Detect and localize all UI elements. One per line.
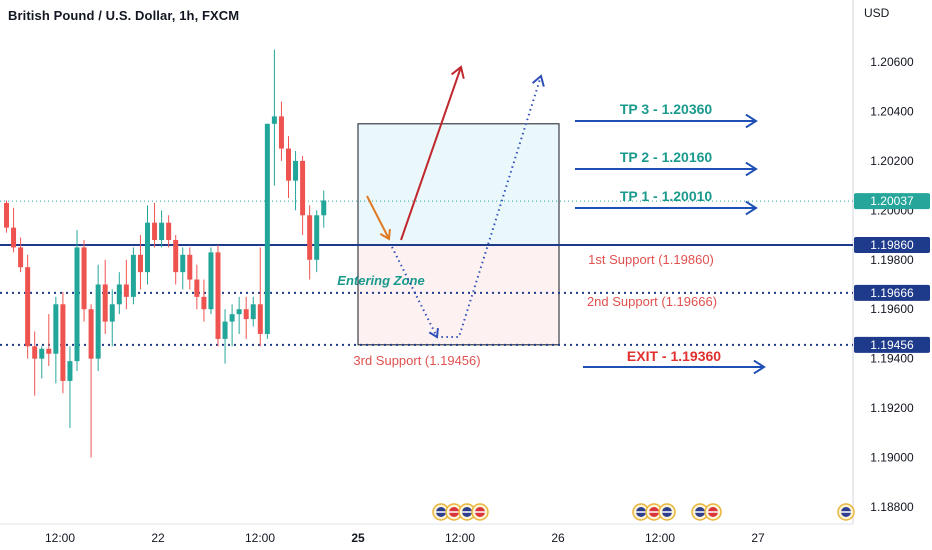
alternative-path-head-top	[531, 74, 545, 87]
candle-body	[88, 309, 94, 359]
price-tick-label: 1.19800	[870, 253, 914, 267]
entering-zone-label: Entering Zone	[337, 273, 424, 288]
price-tick-label: 1.19200	[870, 401, 914, 415]
candle-body	[321, 200, 327, 216]
level-price-tag-label: 1.19666	[870, 286, 914, 300]
price-tick-label: 1.19400	[870, 352, 914, 366]
candle-body	[286, 148, 291, 181]
candle-body	[145, 222, 150, 273]
candle-body	[137, 254, 143, 273]
candle-body	[4, 202, 9, 228]
candle-body	[293, 160, 299, 181]
price-tick-label: 1.19600	[870, 302, 914, 316]
candle-body	[250, 304, 256, 320]
candle-body	[208, 252, 214, 310]
candle-body	[180, 254, 186, 273]
candle-body	[187, 254, 193, 280]
candle-body	[201, 296, 207, 310]
candle-body	[300, 160, 306, 216]
target-label: TP 1 - 1.20010	[620, 188, 713, 204]
level-price-tag	[854, 284, 930, 301]
price-tick-label: 1.18800	[870, 500, 914, 514]
time-tick-label: 12:00	[645, 531, 675, 545]
candle-body	[109, 304, 115, 322]
candle-body	[102, 284, 108, 322]
candle-body	[257, 304, 263, 334]
exit-label: EXIT - 1.19360	[627, 348, 721, 364]
level-price-tag-label: 1.19456	[870, 338, 914, 352]
candle-body	[271, 116, 277, 124]
candle-body	[229, 314, 235, 322]
candle-body	[67, 361, 73, 381]
candle-body	[60, 304, 66, 381]
alternative-path	[391, 75, 542, 338]
support-label: 3rd Support (1.19456)	[353, 353, 480, 368]
candle-body	[278, 116, 284, 149]
target-label: TP 2 - 1.20160	[620, 149, 713, 165]
candle-body	[243, 309, 249, 320]
candle-body	[53, 304, 59, 354]
bullish-target-arrow-head	[450, 65, 465, 79]
current-price-tag-label: 1.20037	[870, 194, 914, 208]
alternative-path-head-low	[428, 327, 439, 339]
target-zone-box	[357, 123, 560, 246]
candle-body	[222, 321, 228, 339]
level-price-tag	[854, 236, 930, 253]
level-price-tag	[854, 336, 930, 353]
candle-body	[130, 254, 136, 297]
candle-body	[314, 215, 320, 260]
price-tick-label: 1.20200	[870, 154, 914, 168]
entry-arrow-head	[379, 228, 391, 241]
target-arrow-head	[745, 200, 758, 216]
time-tick-label: 12:00	[245, 531, 275, 545]
entry-arrow	[366, 195, 390, 240]
target-arrow-head	[745, 113, 758, 129]
time-tick-label: 27	[751, 531, 765, 545]
exit-arrow-head	[753, 359, 766, 375]
target-arrow-head	[745, 161, 758, 177]
candle-body	[236, 309, 242, 315]
candle-body	[307, 215, 313, 260]
candle-body	[74, 247, 80, 362]
candle-body	[166, 222, 172, 240]
price-tick-label: 1.20400	[870, 104, 914, 118]
candle-body	[25, 267, 31, 347]
time-tick-label: 12:00	[445, 531, 475, 545]
candle-body	[116, 284, 122, 305]
candle-body	[123, 284, 129, 297]
candle-body	[18, 247, 24, 268]
candle-body	[81, 247, 87, 310]
time-tick-label: 26	[551, 531, 565, 545]
candle-body	[173, 240, 179, 273]
price-tick-label: 1.20600	[870, 55, 914, 69]
candle-body	[32, 346, 38, 359]
candle-body	[159, 222, 165, 240]
candle-body	[95, 284, 101, 359]
support-label: 1st Support (1.19860)	[588, 252, 714, 267]
bullish-target-arrow	[400, 66, 462, 241]
price-unit-label: USD	[864, 6, 890, 20]
level-price-tag-label: 1.19860	[870, 238, 914, 252]
candle-body	[215, 252, 221, 339]
candle-body	[264, 123, 270, 334]
support-label: 2nd Support (1.19666)	[587, 294, 717, 309]
current-price-tag	[854, 193, 930, 210]
candle-body	[152, 222, 158, 240]
time-tick-label: 25	[351, 531, 365, 545]
candle-body	[194, 279, 200, 297]
time-tick-label: 12:00	[45, 531, 75, 545]
chart-title: British Pound / U.S. Dollar, 1h, FXCM	[8, 8, 240, 23]
candle-body	[11, 227, 17, 248]
support-zone-box	[357, 244, 560, 346]
time-tick-label: 22	[151, 531, 165, 545]
candle-body	[39, 348, 45, 359]
candle-body	[46, 348, 52, 354]
target-label: TP 3 - 1.20360	[620, 101, 713, 117]
price-tick-label: 1.19000	[870, 451, 914, 465]
